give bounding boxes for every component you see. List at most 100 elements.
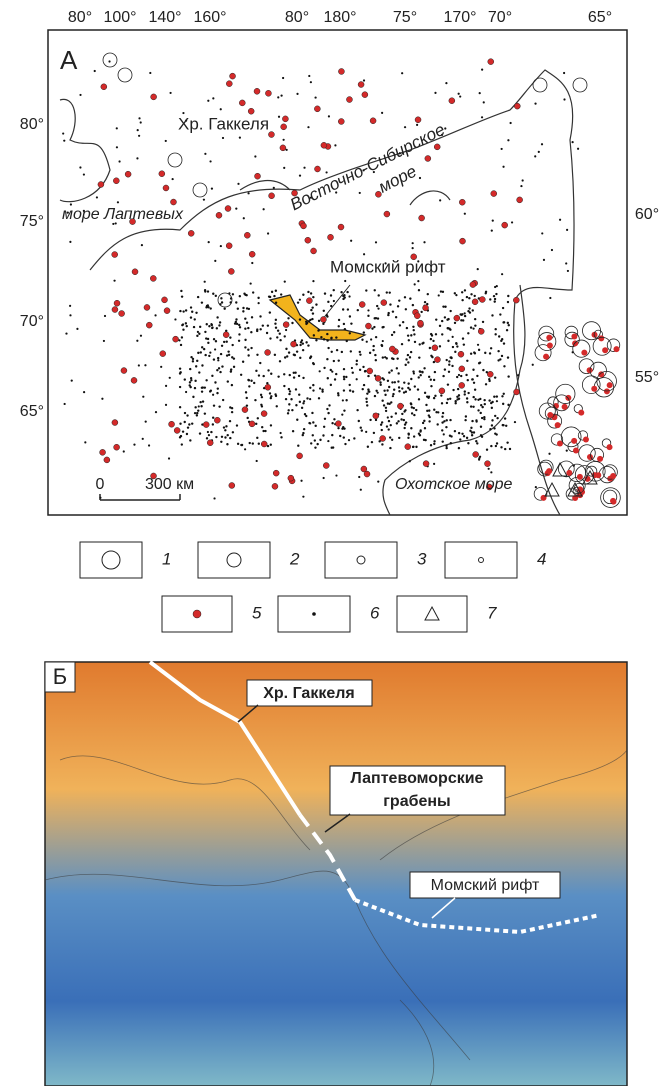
epicenter: [472, 405, 475, 409]
epicenter: [438, 387, 446, 395]
epicenter: [84, 441, 87, 444]
epicenter: [219, 370, 222, 374]
epicenter: [315, 339, 318, 342]
epicenter: [472, 431, 476, 434]
epicenter: [203, 386, 207, 389]
epicenter: [120, 367, 128, 374]
epicenter: [447, 370, 451, 374]
epicenter: [550, 433, 564, 446]
epicenter: [418, 343, 421, 346]
epicenter: [199, 351, 202, 354]
epicenter: [302, 495, 305, 498]
epicenter: [410, 334, 413, 337]
epicenter: [383, 210, 391, 218]
epicenter: [390, 438, 394, 441]
epicenter: [417, 280, 420, 283]
epicenter: [342, 375, 346, 379]
epicenter: [469, 281, 477, 288]
epicenter: [377, 307, 380, 310]
epicenter: [591, 385, 598, 392]
epicenter: [410, 253, 417, 261]
epicenter: [392, 331, 396, 334]
epicenter: [200, 301, 204, 304]
epicenter: [168, 376, 171, 379]
epicenter: [229, 72, 236, 80]
epicenter: [388, 436, 392, 439]
epicenter: [483, 416, 486, 419]
longitude-label: 170°: [443, 9, 476, 26]
epicenter: [572, 77, 588, 93]
epicenter: [581, 349, 588, 356]
epicenter: [219, 108, 222, 111]
epicenter: [375, 191, 382, 198]
epicenter: [572, 447, 579, 454]
epicenter: [361, 91, 369, 98]
epicenter: [572, 339, 591, 358]
coastline: [89, 69, 575, 516]
epicenter: [375, 304, 379, 308]
epicenter: [256, 436, 259, 440]
epicenter: [387, 428, 390, 431]
epicenter: [566, 469, 573, 476]
epicenter: [228, 268, 235, 275]
epicenter: [457, 373, 461, 377]
epicenter: [201, 400, 205, 403]
legend-symbol: [312, 612, 316, 616]
epicenter: [606, 338, 621, 352]
epicenter: [184, 119, 188, 122]
epicenter: [476, 442, 479, 445]
epicenter: [167, 152, 183, 168]
epicenter: [247, 192, 250, 195]
epicenter: [197, 351, 200, 355]
epicenter: [292, 353, 296, 356]
epicenter: [288, 403, 291, 406]
epicenter: [218, 324, 221, 327]
epicenter: [212, 358, 216, 361]
epicenter: [332, 359, 336, 363]
epicenter: [295, 404, 298, 407]
epicenter: [483, 417, 486, 421]
epicenter: [277, 115, 281, 118]
epicenter: [446, 327, 449, 330]
legend-symbol: [101, 550, 121, 570]
epicenter: [480, 403, 483, 407]
epicenter: [224, 205, 232, 212]
epicenter: [260, 410, 268, 417]
epicenter: [501, 402, 505, 406]
epicenter: [372, 170, 375, 174]
epicenter: [366, 392, 369, 395]
epicenter: [367, 388, 370, 391]
epicenter: [550, 248, 554, 252]
epicenter: [351, 390, 355, 393]
epicenter: [478, 361, 482, 364]
epicenter: [481, 68, 484, 71]
epicenter: [269, 396, 273, 400]
graben-label: Лаптевоморские: [351, 770, 484, 787]
epicenter: [182, 328, 185, 331]
epicenter: [404, 363, 407, 367]
epicenter: [206, 439, 214, 447]
epicenter: [82, 209, 85, 212]
epicenter: [543, 353, 550, 360]
epicenter: [433, 440, 436, 443]
epicenter: [557, 460, 575, 478]
epicenter: [373, 289, 376, 292]
epicenter: [312, 362, 315, 366]
epicenter: [307, 126, 310, 129]
epicenter: [438, 345, 442, 348]
epicenter: [407, 386, 410, 390]
epicenter: [268, 295, 272, 299]
epicenter: [182, 310, 185, 313]
epicenter: [231, 343, 234, 347]
epicenter: [211, 326, 214, 330]
epicenter: [432, 339, 435, 343]
panel-label: Б: [53, 664, 67, 689]
epicenter: [462, 343, 466, 346]
epicenter: [287, 351, 291, 354]
epicenter: [317, 329, 320, 332]
epicenter: [200, 390, 204, 393]
epicenter: [407, 433, 410, 436]
epicenter: [465, 373, 468, 377]
epicenter: [361, 338, 364, 341]
